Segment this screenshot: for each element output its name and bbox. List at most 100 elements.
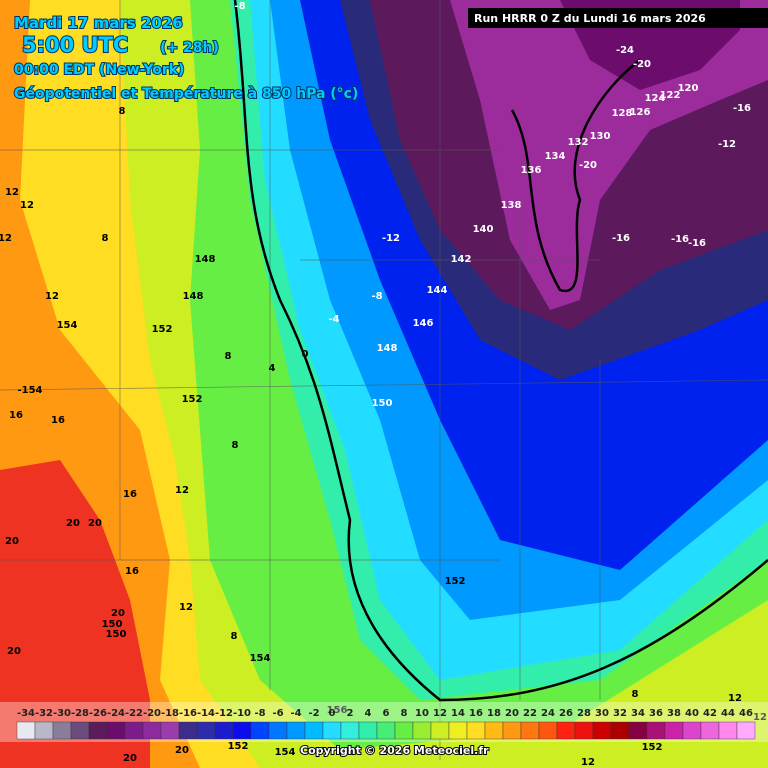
scale-swatch bbox=[736, 721, 756, 740]
scale-swatch bbox=[124, 721, 144, 740]
contour-label: 134 bbox=[545, 151, 566, 162]
scale-swatch bbox=[142, 721, 162, 740]
scale-swatch bbox=[52, 721, 72, 740]
contour-label: 144 bbox=[427, 285, 448, 296]
contour-label: 152 bbox=[182, 394, 203, 405]
contour-label: 152 bbox=[445, 576, 466, 587]
scale-swatch bbox=[286, 721, 306, 740]
band-magenta bbox=[450, 0, 768, 310]
scale-label: -8 bbox=[254, 708, 265, 719]
contour-label: 20 bbox=[66, 518, 80, 529]
contour-label: -20 bbox=[633, 59, 651, 70]
scale-label: -28 bbox=[71, 708, 89, 719]
scale-swatch bbox=[448, 721, 468, 740]
contour-label: 156 bbox=[327, 705, 348, 716]
scale-swatch bbox=[502, 721, 522, 740]
scale-label: 6 bbox=[383, 708, 390, 719]
contour-label: 154 bbox=[250, 653, 271, 664]
contour-label: 8 bbox=[232, 440, 239, 451]
scale-swatch bbox=[16, 721, 36, 740]
contour-label: 12 bbox=[0, 233, 12, 244]
contour-label: 128 bbox=[612, 108, 633, 119]
scale-label: 42 bbox=[703, 708, 717, 719]
contour-label: 16 bbox=[51, 415, 65, 426]
scale-label: -20 bbox=[143, 708, 161, 719]
contour-label: 20 bbox=[7, 646, 21, 657]
scale-swatch bbox=[412, 721, 432, 740]
scale-swatch bbox=[358, 721, 378, 740]
contour-label: 152 bbox=[152, 324, 173, 335]
contour-label: 124 bbox=[645, 93, 666, 104]
scale-label: 2 bbox=[347, 708, 354, 719]
contour-label: 12 bbox=[753, 712, 767, 723]
scale-swatch bbox=[610, 721, 630, 740]
contour-label: -8 bbox=[234, 1, 245, 12]
run-box bbox=[468, 8, 768, 28]
run-info: Run HRRR 0 Z du Lundi 16 mars 2026 bbox=[474, 12, 706, 25]
date: Mardi 17 mars 2026 bbox=[14, 14, 183, 32]
scale-label: -10 bbox=[233, 708, 251, 719]
scale-label: 24 bbox=[541, 708, 555, 719]
contour-label: 132 bbox=[568, 137, 589, 148]
contour-label: 16 bbox=[123, 489, 137, 500]
contour-label: 148 bbox=[195, 254, 216, 265]
scale-label: 36 bbox=[649, 708, 663, 719]
scale-label: -6 bbox=[272, 708, 283, 719]
scale-swatch bbox=[214, 721, 234, 740]
contour-label: 138 bbox=[501, 200, 522, 211]
contour-label: 20 bbox=[111, 608, 125, 619]
scale-swatch bbox=[466, 721, 486, 740]
scale-label: 40 bbox=[685, 708, 699, 719]
scale-label: -14 bbox=[197, 708, 215, 719]
contour-label: 20 bbox=[5, 536, 19, 547]
scale-label: 0 bbox=[329, 708, 336, 719]
contour-label: 8 bbox=[225, 351, 232, 362]
contour-label: -8 bbox=[371, 291, 382, 302]
scale-swatch bbox=[196, 721, 216, 740]
contour-label: 20 bbox=[88, 518, 102, 529]
scale-label: -4 bbox=[290, 708, 301, 719]
scale-label: 16 bbox=[469, 708, 483, 719]
contour-label: 16 bbox=[125, 566, 139, 577]
scale-label: -2 bbox=[308, 708, 319, 719]
contour-label: 16 bbox=[9, 410, 23, 421]
scale-label: -16 bbox=[179, 708, 197, 719]
contour-label: -20 bbox=[579, 160, 597, 171]
scale-swatch bbox=[268, 721, 288, 740]
contour-label: 130 bbox=[590, 131, 611, 142]
contour-label: 148 bbox=[183, 291, 204, 302]
contour-label: 154 bbox=[275, 747, 296, 758]
scale-label: 8 bbox=[401, 708, 408, 719]
scale-swatch bbox=[376, 721, 396, 740]
contour-label: 152 bbox=[228, 741, 249, 752]
scale-label: 20 bbox=[505, 708, 519, 719]
scale-swatch bbox=[700, 721, 720, 740]
scale-label: 28 bbox=[577, 708, 591, 719]
header: Mardi 17 mars 2026 5:00 UTC (+ 28h) 00:0… bbox=[13, 8, 768, 103]
scale-swatch bbox=[232, 721, 252, 740]
scale-swatch bbox=[340, 721, 360, 740]
contour-label: 150 bbox=[372, 398, 393, 409]
local-time: 00:00 EDT (New-York) bbox=[14, 62, 184, 78]
height-contour bbox=[510, 59, 641, 293]
color-scale: -34 -32 -30 -28 -26 -24 -22 -20 -18 -16 -14 -12 -10-… bbox=[0, 702, 768, 742]
scale-label: 38 bbox=[667, 708, 681, 719]
scale-label: 44 bbox=[721, 708, 735, 719]
scale-label: -26 bbox=[89, 708, 107, 719]
contour-label: 142 bbox=[451, 254, 472, 265]
contour-label: -16 bbox=[612, 233, 630, 244]
scale-label: 32 bbox=[613, 708, 627, 719]
contour-label: -16 bbox=[733, 103, 751, 114]
contour-label: 152 bbox=[642, 742, 663, 753]
contour-label: -16 bbox=[671, 234, 689, 245]
contour-label: 146 bbox=[413, 318, 434, 329]
contour-label: -4 bbox=[328, 314, 339, 325]
scale-label: 46 bbox=[739, 708, 753, 719]
scale-label: -30 bbox=[53, 708, 71, 719]
contour-label: 140 bbox=[473, 224, 494, 235]
scale-label: 12 bbox=[433, 708, 447, 719]
contour-label: 20 bbox=[123, 753, 137, 764]
scale-swatch bbox=[556, 721, 576, 740]
